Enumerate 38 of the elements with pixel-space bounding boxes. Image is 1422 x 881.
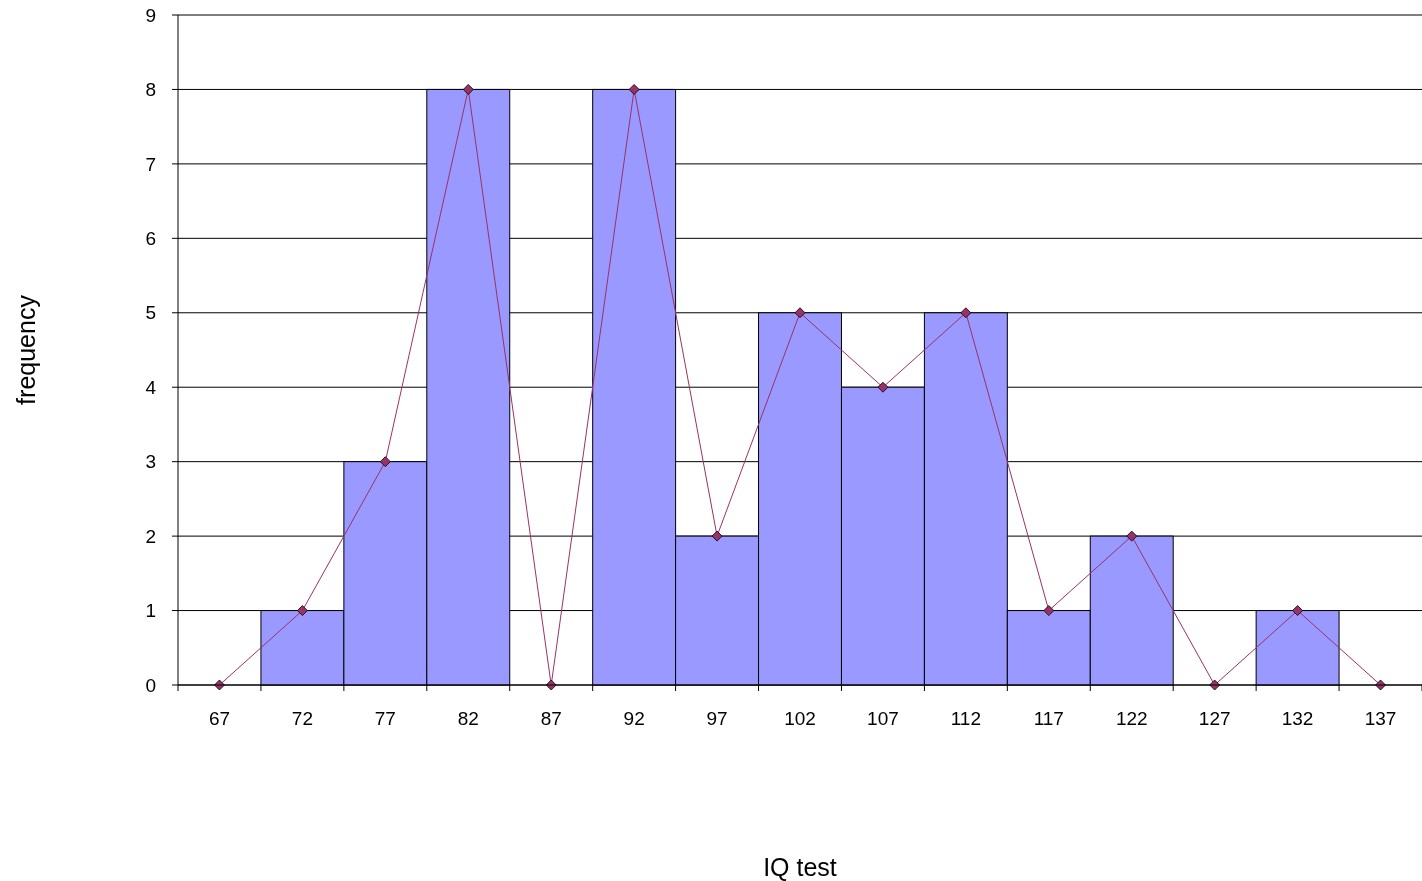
- x-tick-label: 132: [1281, 708, 1314, 729]
- x-tick-label: 102: [784, 708, 816, 729]
- y-tick-label: 5: [145, 302, 156, 324]
- x-tick-label: 127: [1198, 708, 1231, 729]
- y-tick-label: 1: [145, 600, 156, 622]
- y-tick-label: 6: [145, 227, 156, 249]
- y-tick-label: 4: [145, 376, 157, 398]
- point: [462, 84, 474, 95]
- x-tick-label: 82: [457, 708, 479, 729]
- y-tick-label: 8: [145, 79, 156, 101]
- x-tick-label: 67: [208, 708, 231, 729]
- x-axis-title: IQ test: [763, 853, 837, 881]
- x-tick-label: 72: [291, 708, 313, 729]
- x-tick-label: 87: [540, 708, 562, 729]
- x-tick-label: 117: [1033, 708, 1064, 729]
- x-tick-label: 137: [1364, 708, 1397, 729]
- y-axis-title: frequency: [12, 294, 40, 405]
- point: [379, 456, 391, 468]
- y-tick-label: 0: [145, 674, 156, 696]
- point: [1126, 530, 1138, 542]
- x-tick-label: 122: [1115, 708, 1148, 729]
- x-tick-label: 112: [950, 708, 982, 729]
- point: [711, 530, 723, 542]
- x-tick-label: 107: [867, 708, 899, 729]
- x-tick-label: 97: [706, 708, 728, 729]
- point: [297, 605, 308, 616]
- point: [1292, 605, 1303, 616]
- point: [794, 307, 806, 319]
- point: [1043, 605, 1055, 616]
- point: [628, 84, 640, 95]
- point: [877, 381, 889, 393]
- x-tick-label: 92: [623, 708, 645, 729]
- y-tick-label: 3: [145, 451, 156, 473]
- y-tick-label: 7: [145, 153, 156, 175]
- point: [960, 307, 972, 319]
- y-tick-label: 2: [145, 525, 156, 547]
- y-tick-label: 9: [145, 4, 156, 26]
- x-tick-label: 77: [374, 708, 396, 729]
